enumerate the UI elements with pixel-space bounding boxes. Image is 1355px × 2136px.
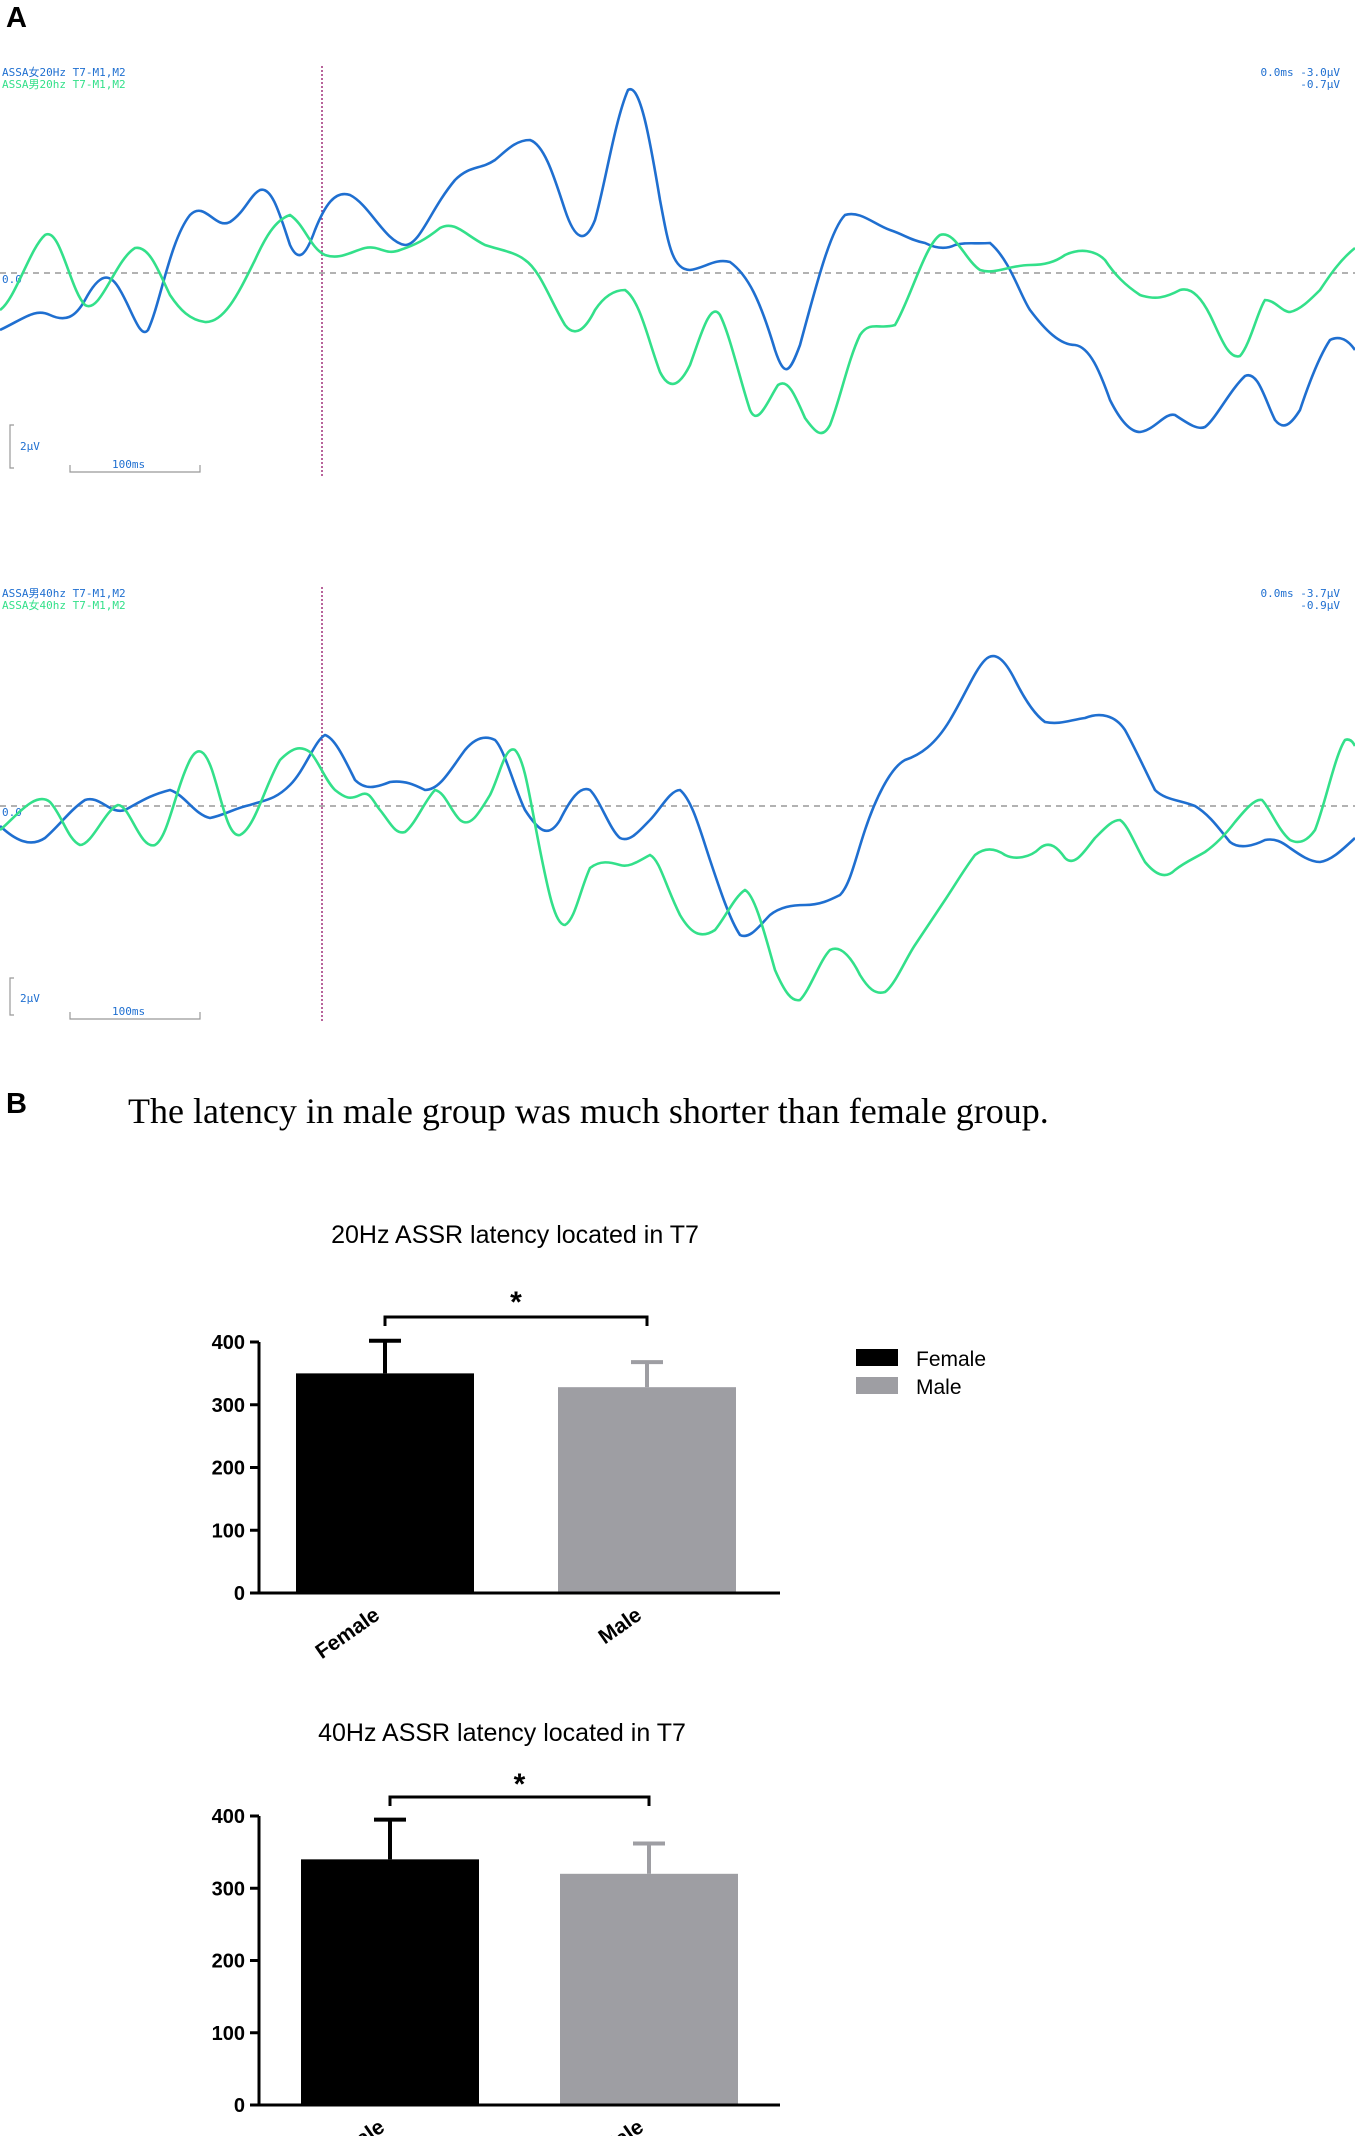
legend-label-female: Female [916,1348,986,1371]
wave1-scale-label: 2µV [20,440,40,453]
wave2-label-right-2: -0.9µV [1300,599,1340,612]
significance-bracket [388,1795,651,1806]
legend-swatch-female [856,1349,898,1366]
significance-star: * [514,1768,526,1801]
chart2-bars [301,1859,738,2105]
bar-male [560,1873,738,2105]
x-label-female: Female [316,2115,388,2136]
wave2-time-label: 100ms [112,1005,145,1018]
y-tick-label: 300 [212,1395,245,1417]
chart1-x-labels: Female Male [311,1603,645,1663]
wave2-label-right-1: 0.0ms -3.7µV [1261,587,1341,600]
wave1-amplitude-scale [9,424,14,469]
y-tick-label: 0 [234,2095,245,2117]
chart1-bars [296,1373,736,1593]
wave2-label-green: ASSA女40hz T7-M1,M2 [2,598,126,612]
bar-male [558,1387,736,1593]
significance-star: * [510,1286,522,1319]
chart2-x-labels: Female Male [316,2115,647,2136]
chart2-significance-bracket: * [388,1768,651,1806]
chart1-error-bars [369,1338,663,1388]
y-tick-label: 400 [212,1806,245,1828]
chart2-error-bars [374,1817,665,1874]
legend-swatch-male [856,1377,898,1394]
chart1-y-ticks: 0 100 200 300 400 [212,1332,259,1605]
wave1-label-right-1: 0.0ms -3.0µV [1261,66,1341,79]
x-label-male: Male [594,1603,645,1649]
y-tick-label: 0 [234,1583,245,1605]
panel-label-b: B [6,1088,27,1120]
bar-female [296,1373,474,1593]
waveform-panel-20hz: ASSA女20Hz T7-M1,M2 ASSA男20hz T7-M1,M2 0.… [0,65,1355,476]
wave2-green-trace [0,738,1355,1002]
wave2-blue-trace [0,654,1355,938]
wave1-green-trace [0,213,1355,435]
y-tick-label: 100 [212,1520,245,1542]
chart-legend: Female Male [856,1348,986,1399]
chart1-title: 20Hz ASSR latency located in T7 [331,1221,699,1249]
y-tick-label: 200 [212,1458,245,1480]
wave1-blue-trace [0,88,1355,434]
bar-chart-20hz: 20Hz ASSR latency located in T7 0 100 200 3… [212,1221,780,1664]
wave1-label-green: ASSA男20hz T7-M1,M2 [2,78,126,91]
wave1-label-blue: ASSA女20Hz T7-M1,M2 [2,65,126,79]
figure-caption: The latency in male group was much short… [128,1091,1049,1131]
x-label-male: Male [596,2115,647,2136]
legend-label-male: Male [916,1376,962,1399]
chart2-title: 40Hz ASSR latency located in T7 [318,1719,686,1747]
y-tick-label: 400 [212,1332,245,1354]
wave1-time-label: 100ms [112,458,145,471]
wave2-scale-label: 2µV [20,992,40,1005]
waveform-panel-40hz: ASSA男40hz T7-M1,M2 ASSA女40hz T7-M1,M2 0.… [0,587,1355,1022]
wave1-label-right-2: -0.7µV [1300,78,1340,91]
significance-bracket [383,1315,649,1326]
wave2-time-scale [69,1012,201,1020]
wave2-label-blue: ASSA男40hz T7-M1,M2 [2,587,126,600]
chart1-significance-bracket: * [383,1286,649,1326]
wave2-amplitude-scale [9,977,14,1016]
panel-label-a: A [6,2,27,34]
y-tick-label: 200 [212,1951,245,1973]
x-label-female: Female [311,1603,383,1663]
chart2-y-ticks: 0 100 200 300 400 [212,1806,259,2117]
bar-female [301,1859,479,2105]
y-tick-label: 100 [212,2023,245,2045]
y-tick-label: 300 [212,1878,245,1900]
wave1-time-scale [69,465,201,473]
bar-chart-40hz: 40Hz ASSR latency located in T7 0 100 200 3… [212,1719,780,2136]
